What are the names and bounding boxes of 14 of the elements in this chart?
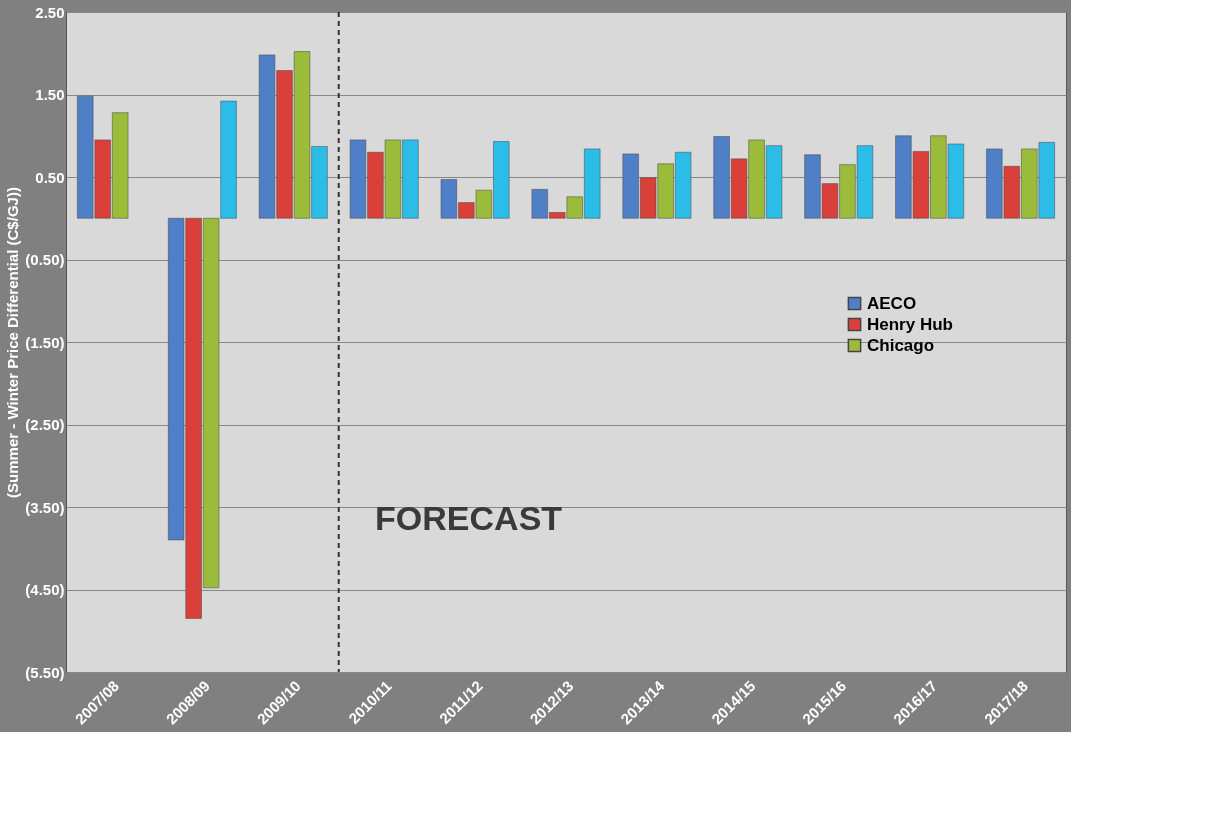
y-axis-title: (Summer - Winter Price Differential (C$/GJ)): [4, 187, 22, 498]
y-tick-label: (1.50): [25, 333, 65, 351]
legend-label: Chicago: [867, 335, 935, 355]
y-tick-label: (3.50): [25, 498, 65, 516]
legend-label: AECO: [867, 293, 917, 313]
y-tick-label: 1.50: [35, 86, 65, 103]
y-tick-label: 0.50: [35, 168, 65, 186]
y-tick-label: (0.50): [25, 251, 65, 268]
y-tick-label: (4.50): [25, 581, 65, 598]
legend-label: Henry Hub: [867, 314, 953, 334]
y-tick-label: 2.50: [35, 3, 65, 21]
y-tick-label: (2.50): [25, 416, 65, 433]
y-tick-label: (5.50): [25, 663, 65, 681]
annotation: FORECAST: [375, 499, 563, 538]
